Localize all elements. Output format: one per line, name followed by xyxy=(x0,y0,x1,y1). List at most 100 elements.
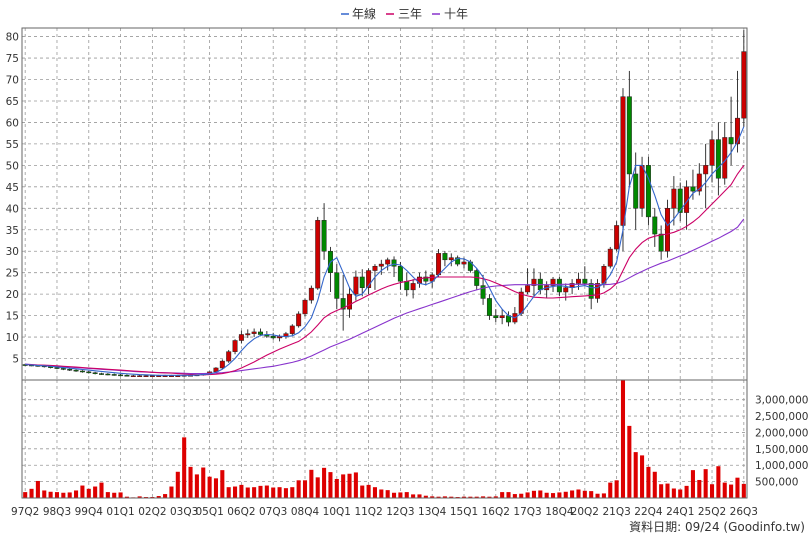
volume-bar xyxy=(512,494,517,498)
candle-body xyxy=(124,375,130,377)
volume-bar xyxy=(430,496,435,498)
volume-bar xyxy=(322,467,327,498)
ma-10y-line xyxy=(25,218,745,375)
x-tick-label: 18Q4 xyxy=(545,506,574,518)
volume-bar xyxy=(468,496,473,498)
candle-body xyxy=(741,51,747,119)
candle-body xyxy=(283,333,289,337)
volume-bar xyxy=(620,380,626,498)
x-tick-label: 06Q2 xyxy=(227,506,255,518)
candle-body xyxy=(531,278,537,286)
volume-bar xyxy=(213,478,219,498)
candle-body xyxy=(671,188,677,209)
volume-bar xyxy=(481,496,486,498)
volume-bar xyxy=(328,472,333,498)
volume-bar xyxy=(366,484,371,498)
candle-body xyxy=(60,368,66,370)
volume-bar xyxy=(665,483,670,498)
candle-body xyxy=(308,287,314,301)
volume-bar xyxy=(29,488,34,498)
x-tick-label: 02Q2 xyxy=(138,506,166,518)
x-tick-label: 24Q1 xyxy=(666,506,694,518)
volume-bar xyxy=(309,469,314,498)
moving-average-lines xyxy=(25,126,745,376)
candle-body xyxy=(563,287,569,293)
candle-body xyxy=(162,375,168,377)
price-tick-label: 55 xyxy=(6,139,19,151)
price-axis: 5 10 15 20 25 30 35 40 45 50 55 60 65 70 75 80 xyxy=(6,32,19,366)
volume-bar xyxy=(690,470,695,498)
chart-legend: 年線 三年 十年 xyxy=(341,6,468,21)
price-tick-label: 80 xyxy=(6,32,19,44)
price-tick-label: 5 xyxy=(12,354,19,366)
volume-bar xyxy=(42,490,47,498)
volume-bars xyxy=(23,380,746,498)
volume-bar xyxy=(175,471,180,498)
candle-body xyxy=(238,334,244,341)
volume-tick-label: 500,000 xyxy=(755,477,798,489)
volume-bar xyxy=(315,477,320,498)
price-tick-label: 45 xyxy=(6,182,19,194)
candle-body xyxy=(359,276,365,288)
candle-body xyxy=(315,220,321,289)
volume-bar xyxy=(23,492,28,498)
candle-body xyxy=(67,369,73,371)
candle-body xyxy=(86,371,92,374)
volume-bar xyxy=(188,466,193,498)
volume-bar xyxy=(194,474,199,498)
volume-panel-frame xyxy=(21,379,748,499)
volume-bar xyxy=(233,486,238,498)
volume-bar xyxy=(487,496,492,498)
volume-bar xyxy=(182,437,187,498)
candle-body xyxy=(156,375,162,377)
x-tick-label: 10Q1 xyxy=(323,506,351,518)
x-tick-label: 22Q4 xyxy=(634,506,663,518)
volume-bar xyxy=(741,483,746,498)
candle-body xyxy=(690,186,696,192)
candle-body xyxy=(639,165,645,209)
volume-bar xyxy=(239,484,244,498)
candle-body xyxy=(340,298,346,310)
volume-bar xyxy=(169,486,174,498)
x-tick-label: 98Q3 xyxy=(43,506,71,518)
volume-bar xyxy=(659,484,664,498)
candle-body xyxy=(588,283,594,299)
volume-bar xyxy=(576,489,581,498)
x-tick-label: 97Q2 xyxy=(11,506,39,518)
volume-bar xyxy=(67,492,72,498)
candle-body xyxy=(168,375,174,377)
candle-body xyxy=(378,263,384,267)
volume-bar xyxy=(595,493,600,498)
price-tick-label: 70 xyxy=(6,75,19,87)
x-tick-label: 16Q2 xyxy=(482,506,510,518)
candle-body xyxy=(715,139,721,179)
volume-bar xyxy=(525,492,530,498)
volume-bar xyxy=(245,487,250,498)
volume-bar xyxy=(163,494,168,498)
volume-bar xyxy=(614,480,619,498)
volume-bar xyxy=(118,492,123,498)
price-tick-label: 35 xyxy=(6,225,19,237)
footer-source: 資料日期: 09/24 (Goodinfo.tw) xyxy=(629,520,805,534)
candle-body xyxy=(404,281,410,291)
candle-body xyxy=(486,298,492,316)
volume-bar xyxy=(258,485,263,498)
volume-bar xyxy=(252,487,257,498)
volume-bar xyxy=(137,496,142,498)
legend-label-10y: 十年 xyxy=(444,7,468,21)
volume-bar xyxy=(398,492,403,498)
price-tick-label: 65 xyxy=(6,96,19,108)
candle-body xyxy=(251,331,257,334)
candle-body xyxy=(99,373,104,375)
price-tick-label: 50 xyxy=(6,160,19,172)
candle-body xyxy=(130,375,136,377)
candle-body xyxy=(385,259,391,265)
candle-body xyxy=(614,225,620,250)
ma-year-line xyxy=(25,126,745,376)
volume-bar xyxy=(360,485,365,498)
volume-bar xyxy=(302,480,308,498)
candle-body xyxy=(79,370,85,373)
volume-bar xyxy=(684,485,689,498)
candle-body xyxy=(232,340,238,352)
volume-bar xyxy=(474,496,479,498)
